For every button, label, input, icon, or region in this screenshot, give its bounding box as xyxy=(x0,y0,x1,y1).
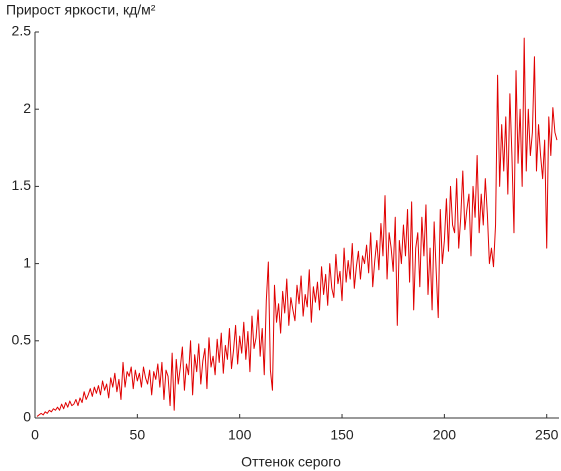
y-tick-label: 1.5 xyxy=(12,177,32,193)
y-tick-label: 0.5 xyxy=(12,332,32,348)
y-tick-label: 2 xyxy=(23,100,31,116)
chart-title: Прирост яркости, кд/м² xyxy=(6,2,156,18)
data-line xyxy=(36,37,558,417)
x-tick-label: 0 xyxy=(31,427,39,443)
x-tick-label: 200 xyxy=(433,427,457,443)
x-tick-label: 100 xyxy=(228,427,252,443)
x-tick-label: 250 xyxy=(535,427,559,443)
y-tick-label: 1 xyxy=(23,254,31,270)
x-tick-label: 150 xyxy=(330,427,354,443)
y-tick-label: 2.5 xyxy=(12,23,32,39)
x-axis-label: Оттенок серого xyxy=(241,454,341,470)
x-tick-label: 50 xyxy=(130,427,146,443)
y-tick-label: 0 xyxy=(23,409,31,425)
